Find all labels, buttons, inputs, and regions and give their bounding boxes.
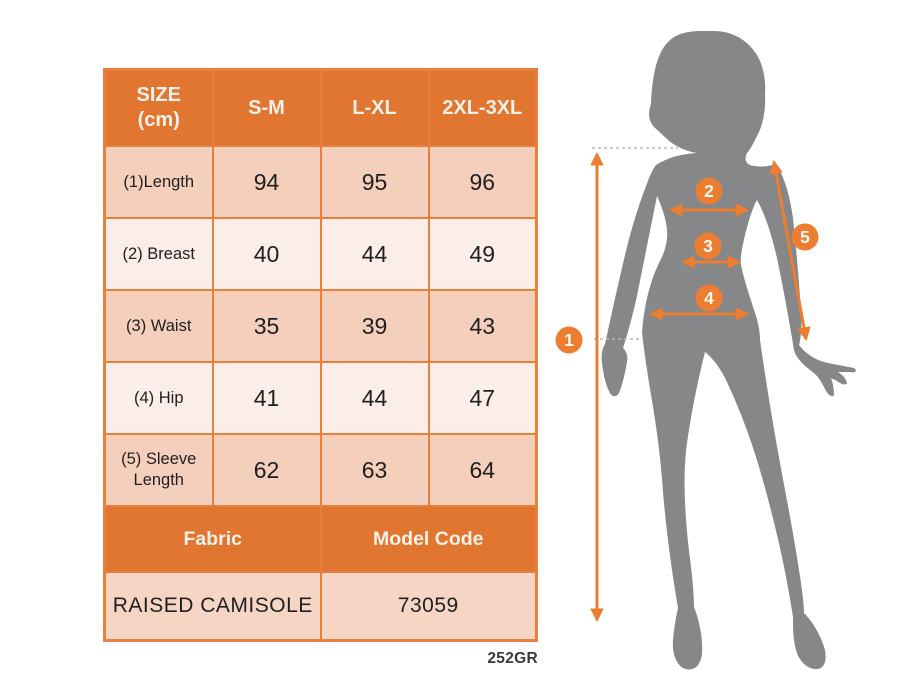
col-header-2xl3xl: 2XL-3XL — [427, 68, 538, 147]
table-row-hip: (4) Hip 41 44 47 — [103, 361, 538, 435]
row-label: (5) Sleeve Length — [103, 433, 214, 507]
cell-value: 43 — [427, 289, 538, 363]
cell-value: 96 — [427, 145, 538, 219]
marker-2: 2 — [695, 177, 723, 205]
svg-text:3: 3 — [703, 236, 713, 256]
cell-value: 49 — [427, 217, 538, 291]
cell-value: 44 — [319, 217, 430, 291]
size-chart-table: SIZE (cm) S-M L-XL 2XL-3XL (1)Length 94 … — [103, 68, 538, 642]
cell-value: 44 — [319, 361, 430, 435]
row-label: (4) Hip — [103, 361, 214, 435]
cell-value: 40 — [211, 217, 322, 291]
marker-1: 1 — [555, 326, 583, 354]
table-row-length: (1)Length 94 95 96 — [103, 145, 538, 219]
measurement-figure: 1 2 3 4 5 — [555, 30, 856, 670]
row-label: (2) Breast — [103, 217, 214, 291]
model-code-header: Model Code — [319, 505, 538, 573]
svg-text:4: 4 — [704, 288, 714, 308]
cell-value: 64 — [427, 433, 538, 507]
cell-value: 63 — [319, 433, 430, 507]
cell-value: 39 — [319, 289, 430, 363]
woman-silhouette-image — [601, 30, 856, 670]
marker-4: 4 — [695, 284, 723, 312]
cell-value: 47 — [427, 361, 538, 435]
col-header-lxl: L-XL — [319, 68, 430, 147]
table-header-row: SIZE (cm) S-M L-XL 2XL-3XL — [103, 68, 538, 147]
svg-text:1: 1 — [564, 330, 574, 350]
cell-value: 94 — [211, 145, 322, 219]
marker-3: 3 — [694, 232, 722, 260]
size-unit-header: SIZE (cm) — [103, 68, 214, 147]
cell-value: 41 — [211, 361, 322, 435]
sleeve-arrow — [769, 159, 811, 342]
table-row-waist: (3) Waist 35 39 43 — [103, 289, 538, 363]
fabric-value: RAISED CAMISOLE — [103, 571, 322, 642]
weight-note: 252GR — [487, 650, 538, 667]
cell-value: 35 — [211, 289, 322, 363]
table-row-sleeve: (5) Sleeve Length 62 63 64 — [103, 433, 538, 507]
table-footer-header-row: Fabric Model Code — [103, 505, 538, 573]
table-row-breast: (2) Breast 40 44 49 — [103, 217, 538, 291]
table-footer-value-row: RAISED CAMISOLE 73059 — [103, 571, 538, 642]
model-code-value: 73059 — [319, 571, 538, 642]
row-label: (1)Length — [103, 145, 214, 219]
marker-5: 5 — [791, 223, 819, 251]
cell-value: 62 — [211, 433, 322, 507]
svg-text:5: 5 — [800, 227, 810, 247]
svg-text:2: 2 — [704, 181, 714, 201]
row-label: (3) Waist — [103, 289, 214, 363]
cell-value: 95 — [319, 145, 430, 219]
col-header-sm: S-M — [211, 68, 322, 147]
fabric-header: Fabric — [103, 505, 322, 573]
